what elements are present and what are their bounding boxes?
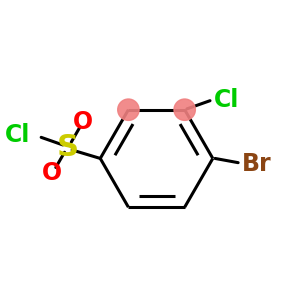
Circle shape [118,99,139,120]
Text: Br: Br [242,152,272,176]
Text: Cl: Cl [4,122,30,146]
Circle shape [174,99,195,120]
Text: O: O [73,110,93,134]
Text: S: S [57,133,79,162]
Text: Cl: Cl [214,88,240,112]
Text: O: O [42,160,62,184]
